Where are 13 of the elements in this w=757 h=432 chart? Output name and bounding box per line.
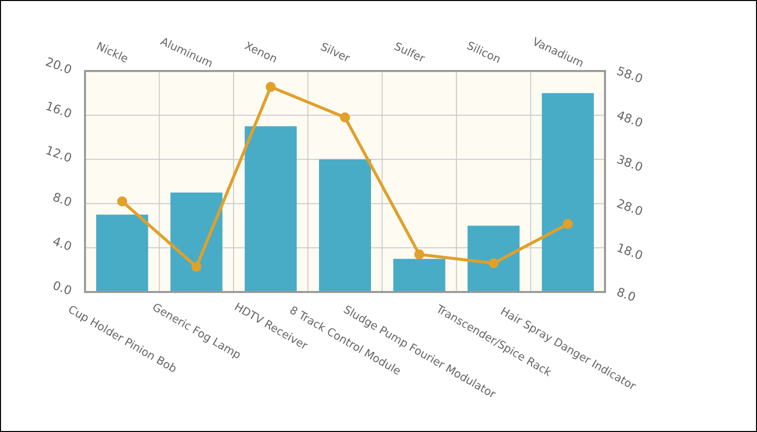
y-tick-label: 20.0 xyxy=(44,54,74,77)
y2-tick-label: 48.0 xyxy=(614,108,645,130)
y2-tick-label: 28.0 xyxy=(614,196,645,219)
y-tick-label: 8.0 xyxy=(50,190,74,210)
y-tick-label: 0.0 xyxy=(50,278,74,298)
y2-tick-label: 38.0 xyxy=(614,152,645,174)
y2-tick-label: 8.0 xyxy=(614,284,638,304)
y-tick-label: 4.0 xyxy=(50,234,74,254)
y2-tick-label: 18.0 xyxy=(614,240,645,263)
text: Silver xyxy=(318,40,352,66)
y-tick-label: 16.0 xyxy=(44,98,74,122)
y2-tick-label: 58.0 xyxy=(614,64,645,86)
y-tick-label: 12.0 xyxy=(44,143,74,166)
